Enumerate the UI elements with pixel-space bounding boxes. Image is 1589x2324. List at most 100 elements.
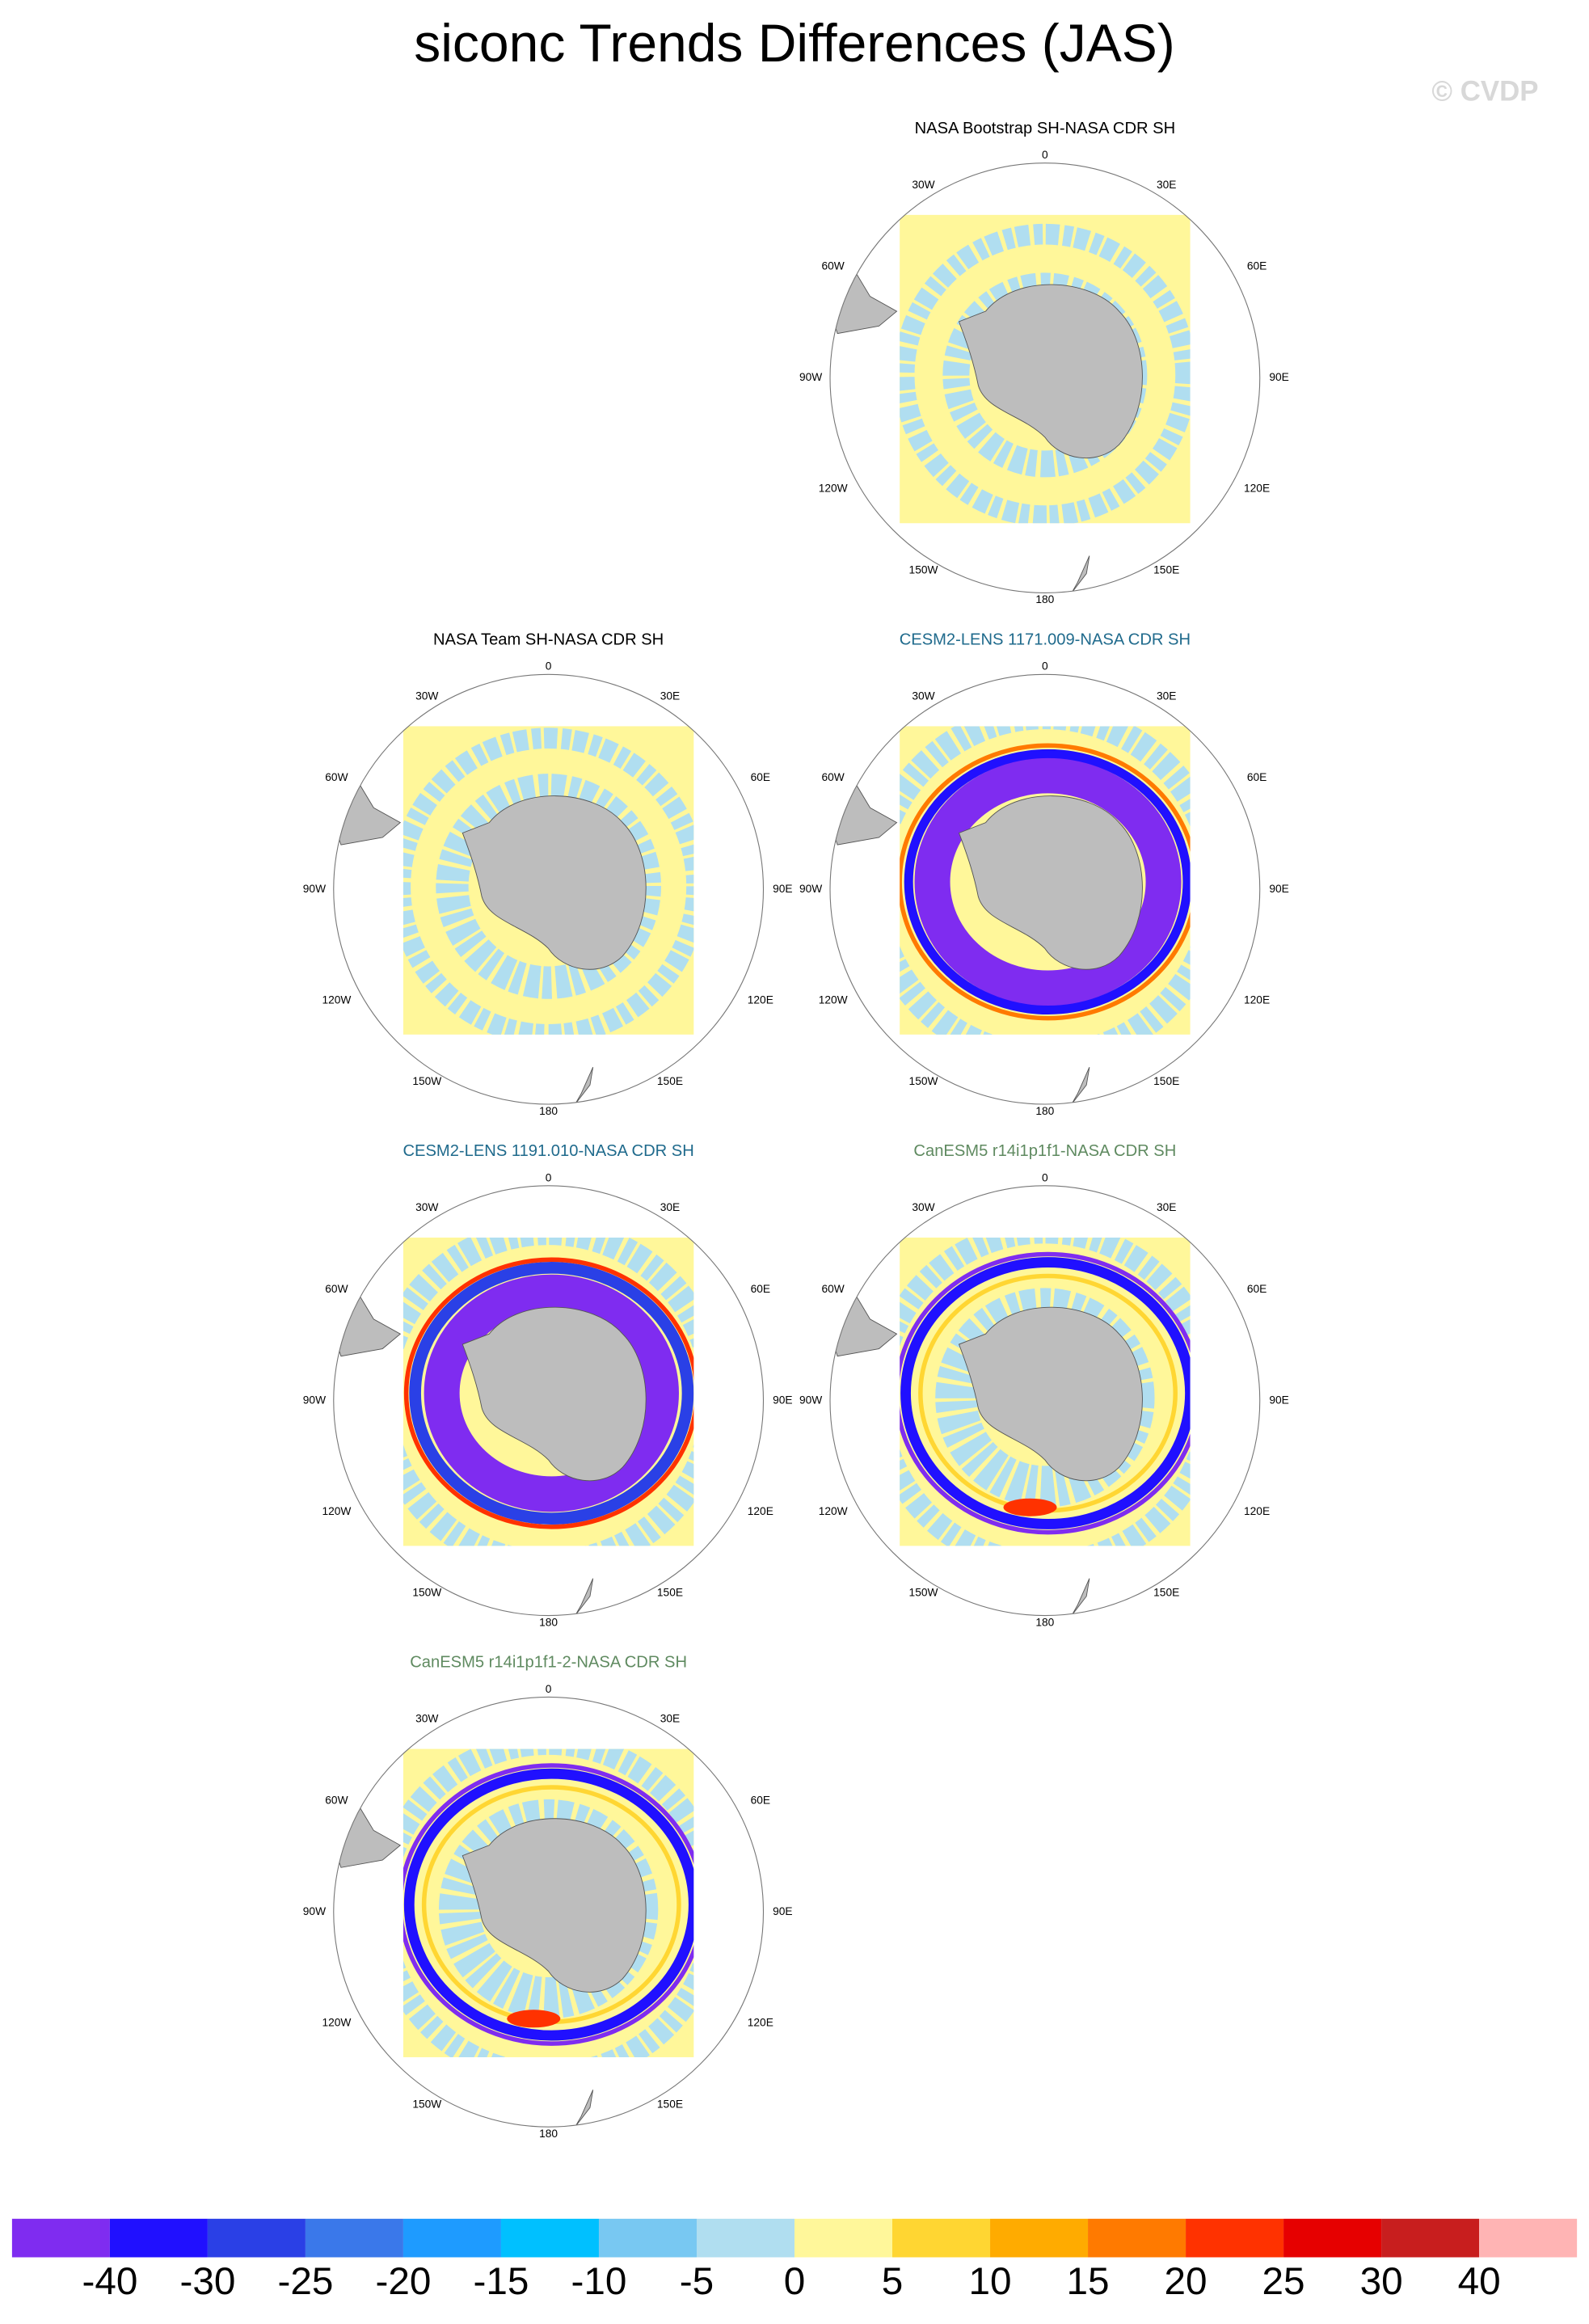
longitude-label: 60E (751, 1794, 770, 1806)
longitude-label: 90E (1269, 1394, 1288, 1406)
longitude-label: 90W (303, 883, 326, 895)
longitude-label: 90E (1269, 883, 1288, 895)
longitude-label: 180 (1035, 1105, 1054, 1117)
panel-title: CESM2-LENS 1191.010-NASA CDR SH (403, 1142, 693, 1160)
map-panel: CESM2-LENS 1171.009-NASA CDR SH 0 30E 60E 90… (799, 631, 1289, 1116)
new-zealand (575, 1578, 594, 1616)
colorbar-label: 20 (1165, 2260, 1208, 2303)
longitude-label: 120E (1244, 1505, 1270, 1517)
colorbar-label: -25 (277, 2260, 333, 2303)
colorbar-box (305, 2218, 403, 2258)
colorbar-label: -15 (474, 2260, 529, 2303)
new-zealand (1071, 1066, 1090, 1104)
map-body (333, 1748, 694, 2128)
panel-title: CanESM5 r14i1p1f1-2-NASA CDR SH (410, 1654, 687, 1672)
colorbar-label: -20 (375, 2260, 431, 2303)
south-america (830, 1289, 898, 1357)
longitude-label: 60W (325, 771, 348, 783)
colorbar-box (1186, 2218, 1284, 2258)
longitude-label: 120W (819, 483, 848, 495)
longitude-label: 150W (909, 1587, 938, 1599)
longitude-label: 0 (1042, 660, 1048, 673)
longitude-label: 120W (819, 1505, 848, 1517)
map-outline (333, 1696, 765, 2128)
longitude-label: 30E (1157, 1201, 1176, 1213)
longitude-label: 120W (819, 993, 848, 1006)
colorbar-box (696, 2218, 794, 2258)
longitude-label: 0 (1042, 149, 1048, 161)
longitude-label: 90E (1269, 371, 1288, 383)
longitude-label: 60E (751, 771, 770, 783)
colorbar-label: 5 (882, 2260, 904, 2303)
colorbar-box (990, 2218, 1089, 2258)
longitude-label: 0 (546, 660, 552, 673)
map-outline (333, 673, 765, 1105)
longitude-label: 60W (822, 771, 845, 783)
antarctica (958, 284, 1143, 459)
longitude-label: 150E (657, 1587, 683, 1599)
longitude-label: 120E (748, 2016, 773, 2028)
warm-spot (507, 2010, 561, 2028)
longitude-label: 150W (909, 564, 938, 576)
field-ring (900, 1251, 1191, 1535)
longitude-label: 60E (1247, 260, 1267, 272)
longitude-label: 150W (412, 1587, 441, 1599)
field (900, 726, 1191, 1035)
colorbar-box (598, 2218, 697, 2258)
longitude-label: 90W (303, 1905, 326, 1917)
longitude-label: 30W (415, 1201, 438, 1213)
longitude-label: 180 (1035, 593, 1054, 605)
longitude-label: 120E (1244, 993, 1270, 1006)
antarctica (462, 1818, 647, 1993)
field-ring (409, 1262, 694, 1525)
longitude-label: 150W (909, 1075, 938, 1087)
colorbar-box (109, 2218, 208, 2258)
longitude-label: 150E (1153, 1587, 1179, 1599)
map-body (830, 214, 1191, 593)
colorbar-label: -30 (179, 2260, 235, 2303)
colorbar-label: -40 (82, 2260, 137, 2303)
longitude-label: 90E (773, 1394, 792, 1406)
longitude-label: 150E (1153, 564, 1179, 576)
south-america (333, 1289, 402, 1357)
colorbar-box (794, 2218, 893, 2258)
field-ring (403, 1763, 694, 2046)
colorbar-box (500, 2218, 599, 2258)
map-panel: NASA Bootstrap SH-NASA CDR SH 0 30E 60E 90E 1… (799, 120, 1289, 605)
longitude-label: 0 (546, 1171, 552, 1183)
colorbar-box (1479, 2218, 1578, 2258)
longitude-label: 60E (1247, 771, 1267, 783)
longitude-label: 120W (322, 1505, 351, 1517)
longitude-label: 150E (1153, 1075, 1179, 1087)
longitude-label: 60W (822, 260, 845, 272)
longitude-label: 30E (660, 1713, 680, 1725)
new-zealand (575, 2090, 594, 2128)
map-panel: CESM2-LENS 1191.010-NASA CDR SH 0 30E 60E 90… (303, 1142, 793, 1628)
longitude-label: 150W (412, 1075, 441, 1087)
longitude-label: 0 (546, 1683, 552, 1695)
field-ring (904, 749, 1191, 1015)
longitude-label: 120W (322, 2016, 351, 2028)
map-body (333, 726, 694, 1104)
longitude-label: 120E (1244, 483, 1270, 495)
longitude-label: 30W (912, 1201, 934, 1213)
longitude-label: 30E (660, 690, 680, 702)
colorbar-label: 10 (969, 2260, 1012, 2303)
colorbar-box (1088, 2218, 1186, 2258)
field-ring (900, 743, 1191, 1021)
colorbar-label: 0 (784, 2260, 806, 2303)
longitude-label: 120E (748, 993, 773, 1006)
panel-title: CESM2-LENS 1171.009-NASA CDR SH (900, 631, 1191, 648)
map-outline (829, 162, 1261, 593)
colorbar-box (11, 2218, 110, 2258)
longitude-label: 150E (657, 2098, 683, 2110)
south-america (830, 266, 898, 335)
colorbar-label: 15 (1067, 2260, 1110, 2303)
panel-title: CanESM5 r14i1p1f1-NASA CDR SH (913, 1142, 1176, 1160)
south-america (333, 777, 402, 846)
new-zealand (1071, 1578, 1090, 1616)
longitude-label: 30E (1157, 690, 1176, 702)
warm-spot (1003, 1498, 1057, 1516)
longitude-label: 60E (751, 1283, 770, 1295)
